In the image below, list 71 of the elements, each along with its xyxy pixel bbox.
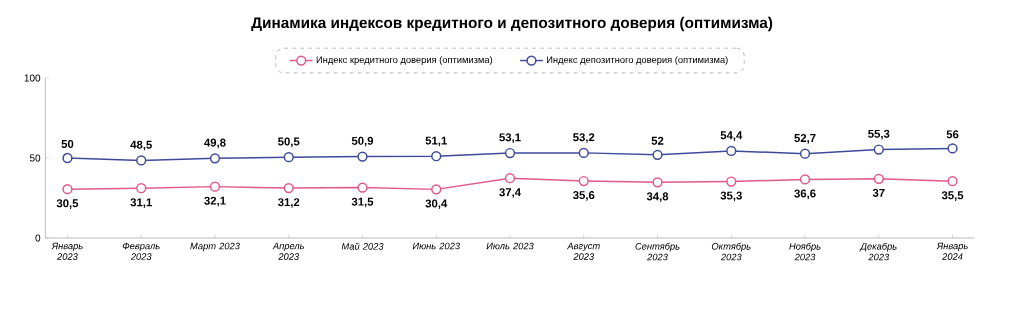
data-label: 36,6 (794, 189, 816, 200)
point (799, 174, 811, 185)
x-tick-label: Ноябрь 2023 (789, 242, 821, 261)
x-tick-label: Август 2023 (566, 242, 600, 260)
x-tick-label: Январь 2023 (51, 242, 83, 260)
y-tick-label: 0 (35, 234, 41, 242)
data-label: 31,5 (351, 197, 374, 208)
chart-title: Динамика индексов кредитного и депозитного доверия (оптимизма) (251, 16, 773, 32)
x-tick-label: Июнь 2023 (412, 242, 460, 250)
data-label: 30,5 (56, 199, 79, 209)
x-tick-label: Май 2023 (341, 242, 384, 250)
point (873, 173, 884, 184)
point (504, 147, 516, 159)
data-label: 50 (61, 139, 74, 148)
legend-label: Индекс депозитного доверия (оптимизма) (547, 56, 728, 65)
point (947, 143, 958, 154)
data-label: 37,4 (499, 188, 521, 198)
point (578, 147, 589, 159)
legend-label: Индекс кредитного доверия (оптимизма) (316, 56, 493, 65)
data-label: 50,9 (351, 136, 374, 147)
point (726, 176, 737, 187)
data-label: 30,4 (425, 199, 448, 210)
point (209, 181, 221, 192)
point (873, 144, 884, 155)
point (357, 182, 368, 193)
data-label: 52,7 (794, 133, 816, 144)
data-label: 31,1 (130, 198, 152, 208)
data-label: 35,6 (572, 191, 595, 201)
x-tick-label: Апрель 2023 (272, 242, 304, 260)
data-label: 56 (946, 130, 959, 139)
point (726, 145, 737, 157)
data-label: 37 (872, 188, 885, 197)
point (283, 182, 294, 194)
data-label: 53,2 (573, 133, 595, 143)
point (652, 149, 663, 160)
point (357, 151, 368, 162)
point (504, 173, 516, 184)
data-label: 32,1 (204, 196, 226, 207)
data-label: 49,8 (204, 138, 226, 149)
y-tick-label: 50 (29, 154, 41, 162)
data-label: 35,5 (941, 191, 964, 201)
point (136, 155, 147, 166)
y-tick-label: 100 (24, 74, 41, 82)
x-tick-label: Декабрь 2023 (859, 242, 897, 261)
point (136, 183, 147, 194)
data-label: 51,1 (425, 136, 447, 147)
x-tick-label: Сентябрь 2023 (635, 242, 680, 261)
point (209, 153, 221, 164)
data-label: 31,2 (277, 198, 300, 208)
data-label: 54,4 (720, 131, 743, 141)
point (62, 152, 73, 164)
x-tick-label: Январь 2024 (936, 242, 968, 260)
x-tick-label: Март 2023 (190, 242, 240, 252)
data-label: 53,1 (499, 133, 521, 143)
data-label: 50,5 (278, 137, 300, 148)
point (62, 184, 73, 195)
point (431, 151, 442, 162)
point (652, 177, 663, 188)
data-label: 48,5 (130, 140, 152, 151)
x-tick-label: Июль 2023 (486, 242, 534, 250)
data-label: 52 (651, 136, 664, 145)
point (947, 176, 958, 187)
point (431, 184, 442, 195)
point (578, 175, 589, 187)
x-tick-label: Октябрь 2023 (711, 242, 751, 261)
data-label: 35,3 (720, 191, 742, 202)
point (283, 152, 294, 163)
data-label: 34,8 (646, 192, 669, 203)
x-tick-label: Февраль 2023 (122, 242, 160, 260)
data-label: 55,3 (868, 129, 890, 140)
point (799, 148, 811, 159)
